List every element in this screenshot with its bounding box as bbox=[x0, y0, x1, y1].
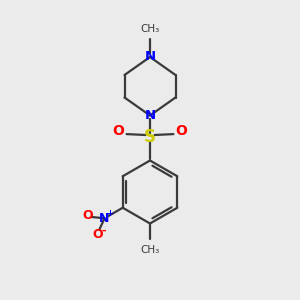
Text: O: O bbox=[176, 124, 188, 137]
Text: N: N bbox=[99, 212, 110, 225]
Text: CH₃: CH₃ bbox=[140, 245, 160, 255]
Text: O: O bbox=[93, 228, 104, 241]
Text: O: O bbox=[112, 124, 124, 137]
Text: -: - bbox=[102, 226, 106, 236]
Text: +: + bbox=[106, 209, 113, 218]
Text: N: N bbox=[144, 109, 156, 122]
Text: S: S bbox=[144, 128, 156, 146]
Text: O: O bbox=[82, 209, 93, 222]
Text: CH₃: CH₃ bbox=[140, 24, 160, 34]
Text: N: N bbox=[144, 50, 156, 64]
